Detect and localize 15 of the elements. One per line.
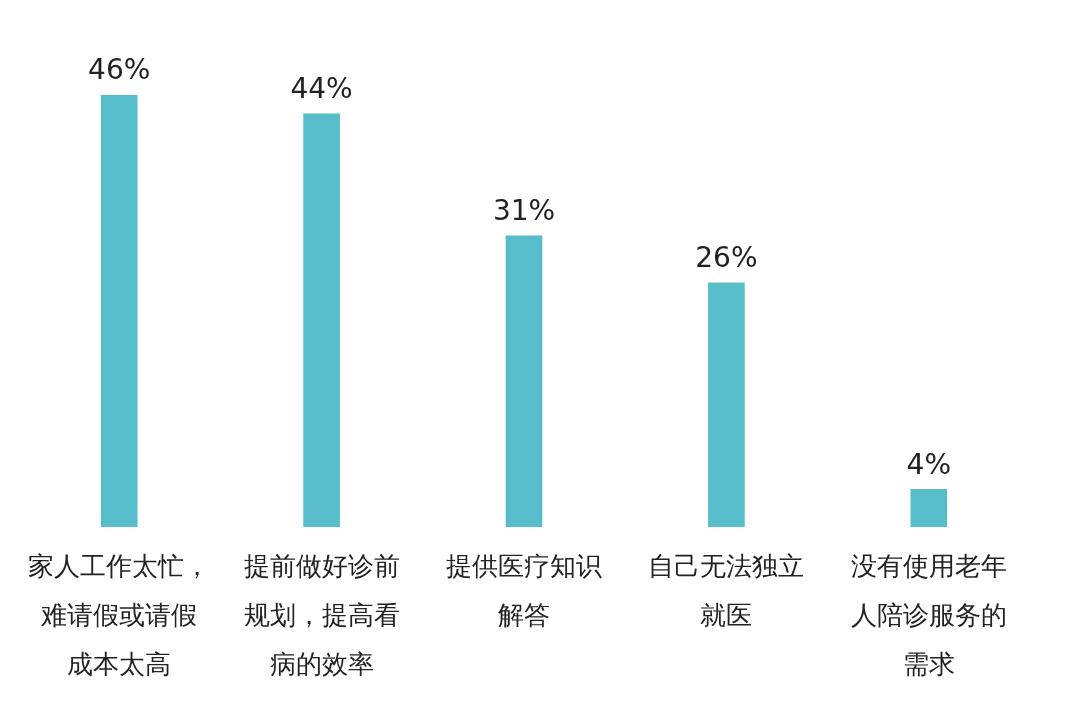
x-tick-label: 提供医疗知识解答 <box>446 551 602 631</box>
bar <box>303 113 340 527</box>
bar <box>100 95 138 527</box>
bar <box>505 235 543 527</box>
bar <box>708 282 745 527</box>
data-label: 31% <box>492 194 556 228</box>
x-tick-label: 自己无法独立就医 <box>648 551 805 631</box>
x-tick-label: 提前做好诊前规划，提高看病的效率 <box>243 551 400 680</box>
data-label: 44% <box>290 72 353 106</box>
x-tick-label: 没有使用老年人陪诊服务的需求 <box>850 551 1007 680</box>
data-label: 26% <box>695 241 758 275</box>
x-tick-label: 家人工作太忙，难请假或请假成本太高 <box>28 551 211 680</box>
data-label: 46% <box>88 53 151 87</box>
data-label: 4% <box>906 447 952 481</box>
bar <box>910 489 948 527</box>
